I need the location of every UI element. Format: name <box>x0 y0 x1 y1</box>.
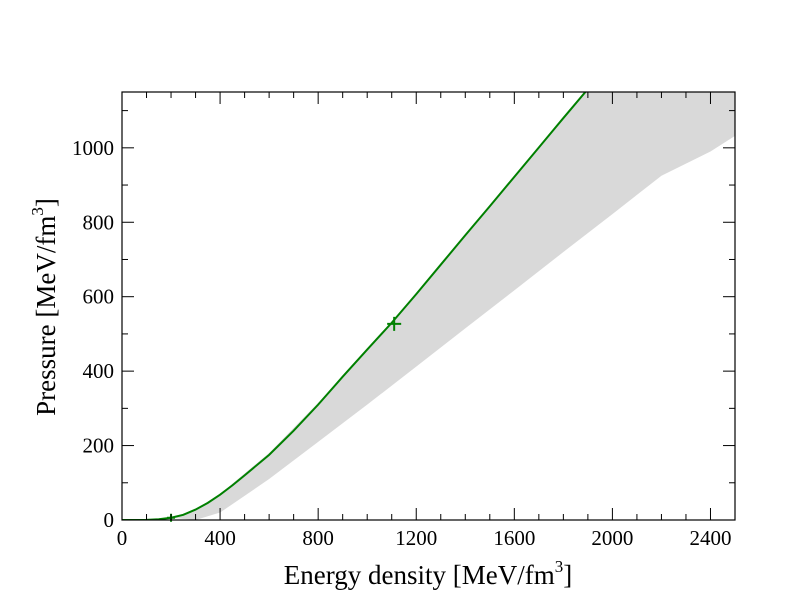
uncertainty-band <box>171 92 735 520</box>
y-tick-label: 0 <box>104 508 115 532</box>
y-tick-label: 600 <box>83 285 115 309</box>
y-tick-label: 800 <box>83 210 115 234</box>
eos-curve <box>122 92 587 520</box>
x-axis-title: Energy density [MeV/fm3] <box>284 557 572 590</box>
x-tick-label: 1200 <box>395 526 437 550</box>
x-tick-labels: 0 400 800 1200 1600 2000 2400 <box>117 526 732 550</box>
plus-marker <box>387 316 402 331</box>
x-tick-label: 2000 <box>591 526 633 550</box>
y-tick-label: 200 <box>83 434 115 458</box>
y-axis-title: Pressure [MeV/fm3] <box>28 198 61 416</box>
band-area <box>171 92 735 520</box>
plot-frame <box>121 91 736 521</box>
x-tick-label: 1600 <box>493 526 535 550</box>
y-tick-label: 400 <box>83 359 115 383</box>
x-tick-label: 2400 <box>689 526 731 550</box>
y-tick-labels: 0 200 400 600 800 1000 <box>72 136 114 532</box>
marker-layer <box>167 316 402 522</box>
x-tick-label: 800 <box>302 526 334 550</box>
eos-curve-layer <box>122 92 587 520</box>
x-tick-label: 400 <box>204 526 236 550</box>
tick-marks <box>121 92 736 521</box>
x-tick-label: 0 <box>117 526 128 550</box>
y-tick-label: 1000 <box>72 136 114 160</box>
